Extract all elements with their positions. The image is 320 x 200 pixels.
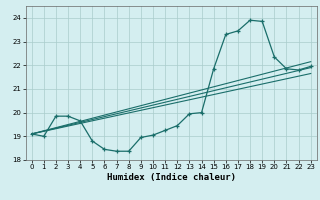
- X-axis label: Humidex (Indice chaleur): Humidex (Indice chaleur): [107, 173, 236, 182]
